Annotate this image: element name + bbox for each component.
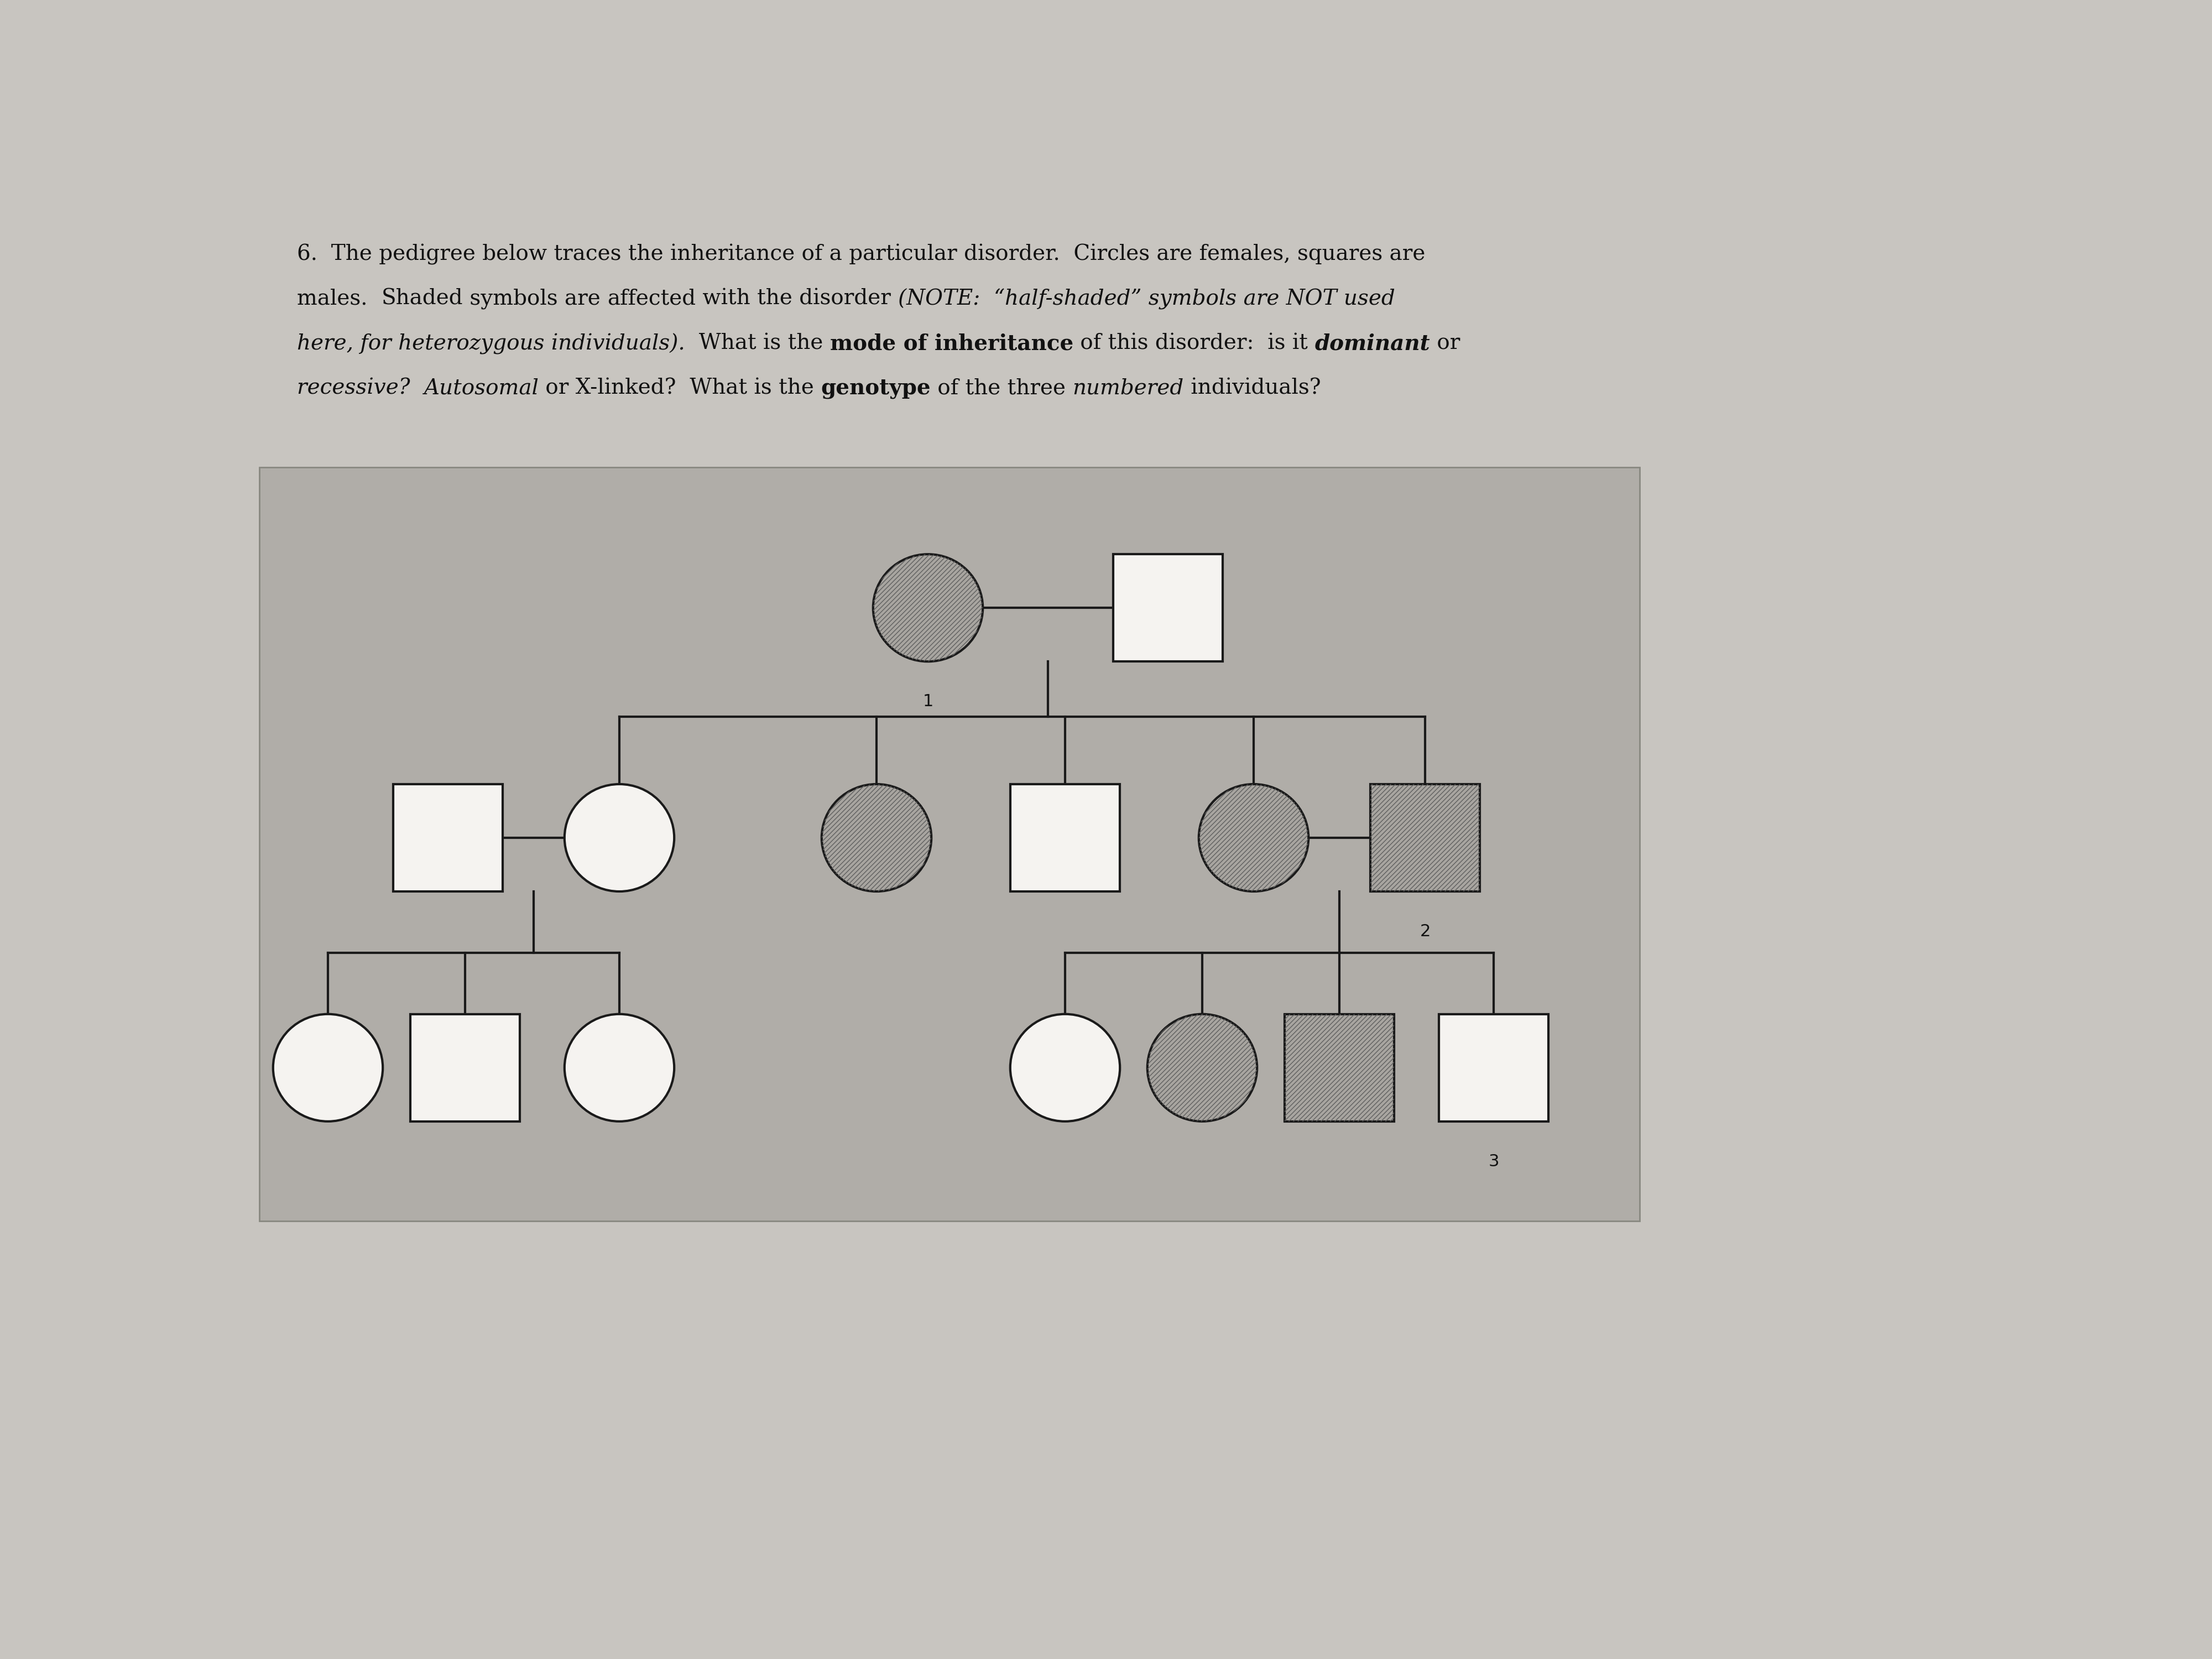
Ellipse shape: [1011, 1014, 1119, 1121]
Text: Autosomal: Autosomal: [425, 378, 540, 398]
Bar: [1369, 785, 1480, 891]
Bar: [409, 1014, 520, 1121]
Text: with the disorder: with the disorder: [697, 289, 898, 309]
Text: affected: affected: [608, 289, 697, 309]
Bar: [1285, 1014, 1394, 1121]
Ellipse shape: [1148, 1014, 1256, 1121]
Text: 1: 1: [922, 693, 933, 710]
Bar: [259, 468, 1639, 1221]
Bar: [1011, 785, 1119, 891]
Text: What is the: What is the: [686, 333, 830, 353]
Text: 6.  The pedigree below traces the inheritance of a particular disorder.  Circles: 6. The pedigree below traces the inherit…: [296, 244, 1425, 265]
Bar: [1113, 554, 1223, 662]
Text: 2: 2: [1420, 924, 1431, 939]
Text: or X-linked?  What is the: or X-linked? What is the: [540, 378, 821, 398]
Bar: [1438, 1014, 1548, 1121]
Text: dominant: dominant: [1314, 333, 1429, 355]
Ellipse shape: [874, 554, 982, 662]
Text: symbols are: symbols are: [462, 289, 608, 309]
Text: males.: males.: [296, 289, 380, 309]
Text: of this disorder:  is it: of this disorder: is it: [1073, 333, 1314, 353]
Ellipse shape: [1199, 785, 1310, 891]
Text: here, for heterozygous individuals).: here, for heterozygous individuals).: [296, 333, 686, 355]
Text: mode of inheritance: mode of inheritance: [830, 333, 1073, 355]
Ellipse shape: [821, 785, 931, 891]
Text: numbered: numbered: [1073, 378, 1183, 398]
Ellipse shape: [564, 1014, 675, 1121]
Ellipse shape: [564, 785, 675, 891]
Text: of the three: of the three: [931, 378, 1073, 398]
Text: (NOTE:  “half-shaded” symbols are NOT used: (NOTE: “half-shaded” symbols are NOT use…: [898, 289, 1396, 310]
Text: recessive?: recessive?: [296, 378, 425, 398]
Text: or: or: [1429, 333, 1460, 353]
Bar: [394, 785, 502, 891]
Text: individuals?: individuals?: [1183, 378, 1321, 398]
Bar: [1369, 785, 1480, 891]
Text: genotype: genotype: [821, 378, 931, 398]
Bar: [1285, 1014, 1394, 1121]
Text: 3: 3: [1489, 1153, 1500, 1170]
Text: Shaded: Shaded: [380, 289, 462, 309]
Ellipse shape: [272, 1014, 383, 1121]
